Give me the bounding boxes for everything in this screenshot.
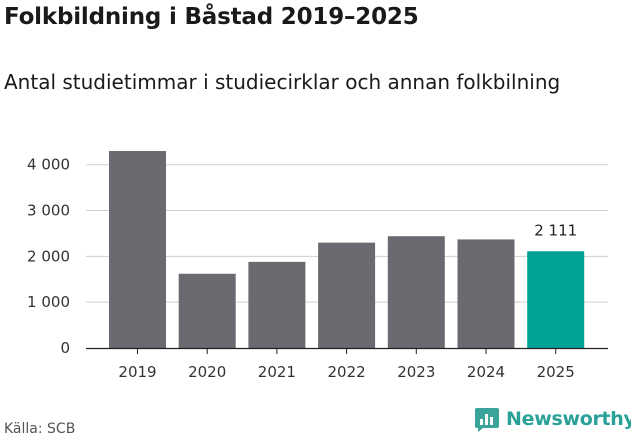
newsworthy-logo-icon [475,408,499,432]
y-tick-label: 4 000 [27,156,70,174]
x-tick-label: 2025 [537,363,575,381]
y-tick-label: 1 000 [27,293,70,311]
source-note: Källa: SCB [4,421,76,437]
bar-2019 [109,151,166,348]
bar-2023 [387,236,445,348]
x-tick-label: 2022 [328,363,366,381]
bar-2024 [457,239,515,348]
bar-2022 [318,242,376,348]
bar-2025 [527,251,585,348]
x-tick-label: 2023 [397,363,435,381]
x-tick-label: 2019 [118,363,156,381]
chart-title: Folkbildning i Båstad 2019–2025 [4,4,419,30]
bar-2021 [248,261,306,348]
brand-name: Newsworthy [506,408,631,430]
data-label: 2 111 [534,221,577,239]
chart-subtitle: Antal studietimmar i studiecirklar och a… [4,70,561,94]
y-tick-label: 2 000 [27,247,70,265]
x-tick-label: 2024 [467,363,505,381]
y-tick-label: 0 [60,339,70,357]
brand-logo: Newsworthy [474,406,631,432]
bar-2020 [178,273,236,348]
y-tick-label: 3 000 [27,202,70,220]
x-tick-label: 2020 [188,363,226,381]
x-tick-label: 2021 [258,363,296,381]
